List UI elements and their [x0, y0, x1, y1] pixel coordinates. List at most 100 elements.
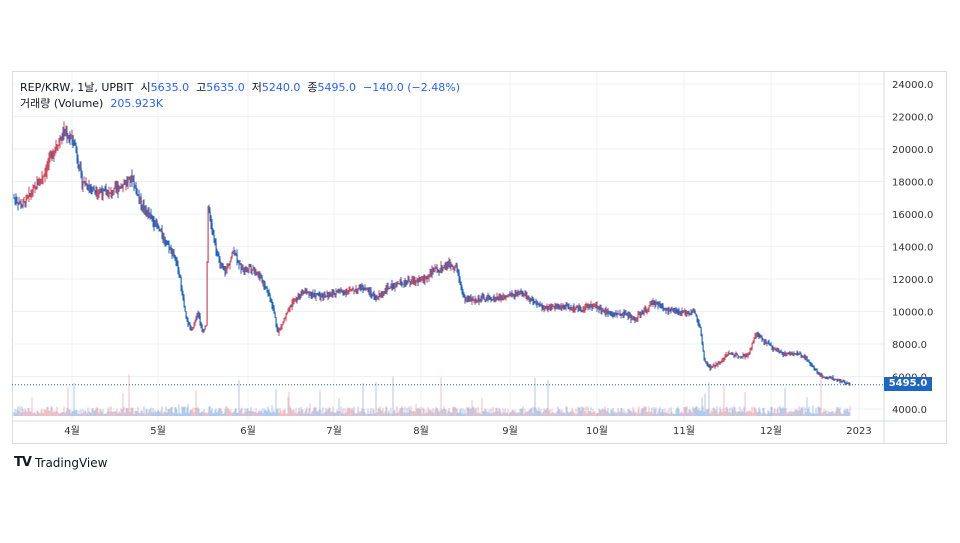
- candle-body: [38, 182, 40, 185]
- candle-body: [683, 311, 685, 313]
- candle-body: [37, 182, 39, 185]
- y-tick-label: 8000.0: [892, 340, 927, 351]
- candle-body: [428, 276, 430, 278]
- tradingview-brand[interactable]: TV TradingView: [14, 455, 107, 470]
- candle-body: [39, 178, 41, 183]
- volume-bar: [668, 408, 670, 416]
- candle-body: [423, 277, 425, 281]
- volume-bar: [465, 413, 467, 416]
- candle-body: [285, 314, 287, 318]
- candle-body: [481, 296, 483, 301]
- volume-bar: [302, 410, 304, 416]
- candle-body: [830, 377, 832, 379]
- volume-bar: [653, 407, 655, 416]
- candle-body: [420, 279, 422, 281]
- candle-body: [379, 294, 381, 296]
- candle-body: [40, 178, 42, 180]
- volume-bar: [448, 407, 450, 416]
- candle-body: [158, 226, 160, 230]
- candle-body: [274, 313, 276, 318]
- candle-body: [792, 352, 794, 355]
- candle-body: [454, 265, 456, 268]
- volume-bar: [612, 407, 614, 416]
- volume-bar: [621, 408, 623, 416]
- volume-bar: [326, 410, 328, 416]
- volume-bar: [188, 412, 190, 416]
- volume-bar: [566, 406, 568, 416]
- candle-body: [838, 379, 840, 381]
- volume-bar: [580, 410, 582, 416]
- candle-body: [343, 291, 345, 294]
- volume-bar: [715, 410, 717, 416]
- candle-body: [140, 197, 142, 206]
- volume-bar: [607, 407, 609, 416]
- candle-body: [471, 298, 473, 302]
- volume-bar: [615, 412, 617, 416]
- volume-bar: [562, 412, 564, 416]
- candle-body: [337, 291, 339, 293]
- candle-body: [257, 273, 259, 275]
- volume-bar: [561, 409, 563, 416]
- candle-body: [146, 210, 148, 215]
- volume-bar: [390, 407, 392, 416]
- volume-bar: [597, 412, 599, 416]
- volume-bar: [70, 412, 72, 416]
- candle-body: [634, 318, 636, 320]
- candle-body: [205, 325, 207, 327]
- candle-body: [561, 304, 563, 309]
- volume-bar: [438, 412, 440, 416]
- volume-bar: [659, 406, 661, 416]
- candle-body: [677, 310, 679, 312]
- volume-bar: [723, 385, 725, 416]
- volume-bar: [99, 408, 101, 416]
- volume-bar: [301, 409, 303, 416]
- candle-body: [223, 266, 225, 268]
- candle-body: [199, 315, 201, 323]
- candle-body: [303, 292, 305, 294]
- volume-bar: [613, 412, 615, 416]
- volume-bar: [106, 411, 108, 416]
- candle-body: [361, 285, 363, 290]
- volume-bar: [144, 413, 146, 416]
- candle-body: [717, 363, 719, 365]
- candle-body: [329, 292, 331, 294]
- volume-bar: [120, 408, 122, 416]
- candle-body: [207, 207, 209, 263]
- volume-bar: [794, 409, 796, 416]
- candle-body: [44, 171, 46, 176]
- candle-body: [392, 287, 394, 289]
- candle-body: [388, 288, 390, 290]
- volume-bar: [489, 413, 491, 416]
- candle-body: [656, 302, 658, 304]
- candle-body: [494, 298, 496, 300]
- candle-body: [631, 318, 633, 320]
- candle-body: [571, 308, 573, 310]
- candle-body: [279, 327, 281, 330]
- volume-bar: [214, 409, 216, 416]
- candle-body: [351, 288, 353, 290]
- volume-bar: [428, 409, 430, 416]
- volume-bar: [305, 409, 307, 416]
- volume-bar: [583, 407, 585, 416]
- candle-body: [229, 260, 231, 266]
- candle-body: [35, 186, 37, 189]
- candle-body: [240, 263, 242, 270]
- volume-bar: [738, 411, 740, 416]
- candle-body: [689, 312, 691, 314]
- candle-body: [92, 187, 94, 189]
- volume-bar: [463, 413, 465, 416]
- volume-bar: [706, 409, 708, 416]
- candle-body: [91, 188, 93, 190]
- candle-body: [641, 312, 643, 314]
- volume-bar: [276, 409, 278, 416]
- volume-bar: [60, 412, 62, 416]
- volume-bar: [160, 410, 162, 416]
- candle-body: [22, 201, 24, 207]
- volume-bar: [62, 412, 64, 416]
- volume-bar: [478, 413, 480, 416]
- volume-bar: [709, 413, 711, 416]
- candle-body: [718, 362, 720, 364]
- candle-body: [778, 350, 780, 352]
- volume-bar: [569, 411, 571, 416]
